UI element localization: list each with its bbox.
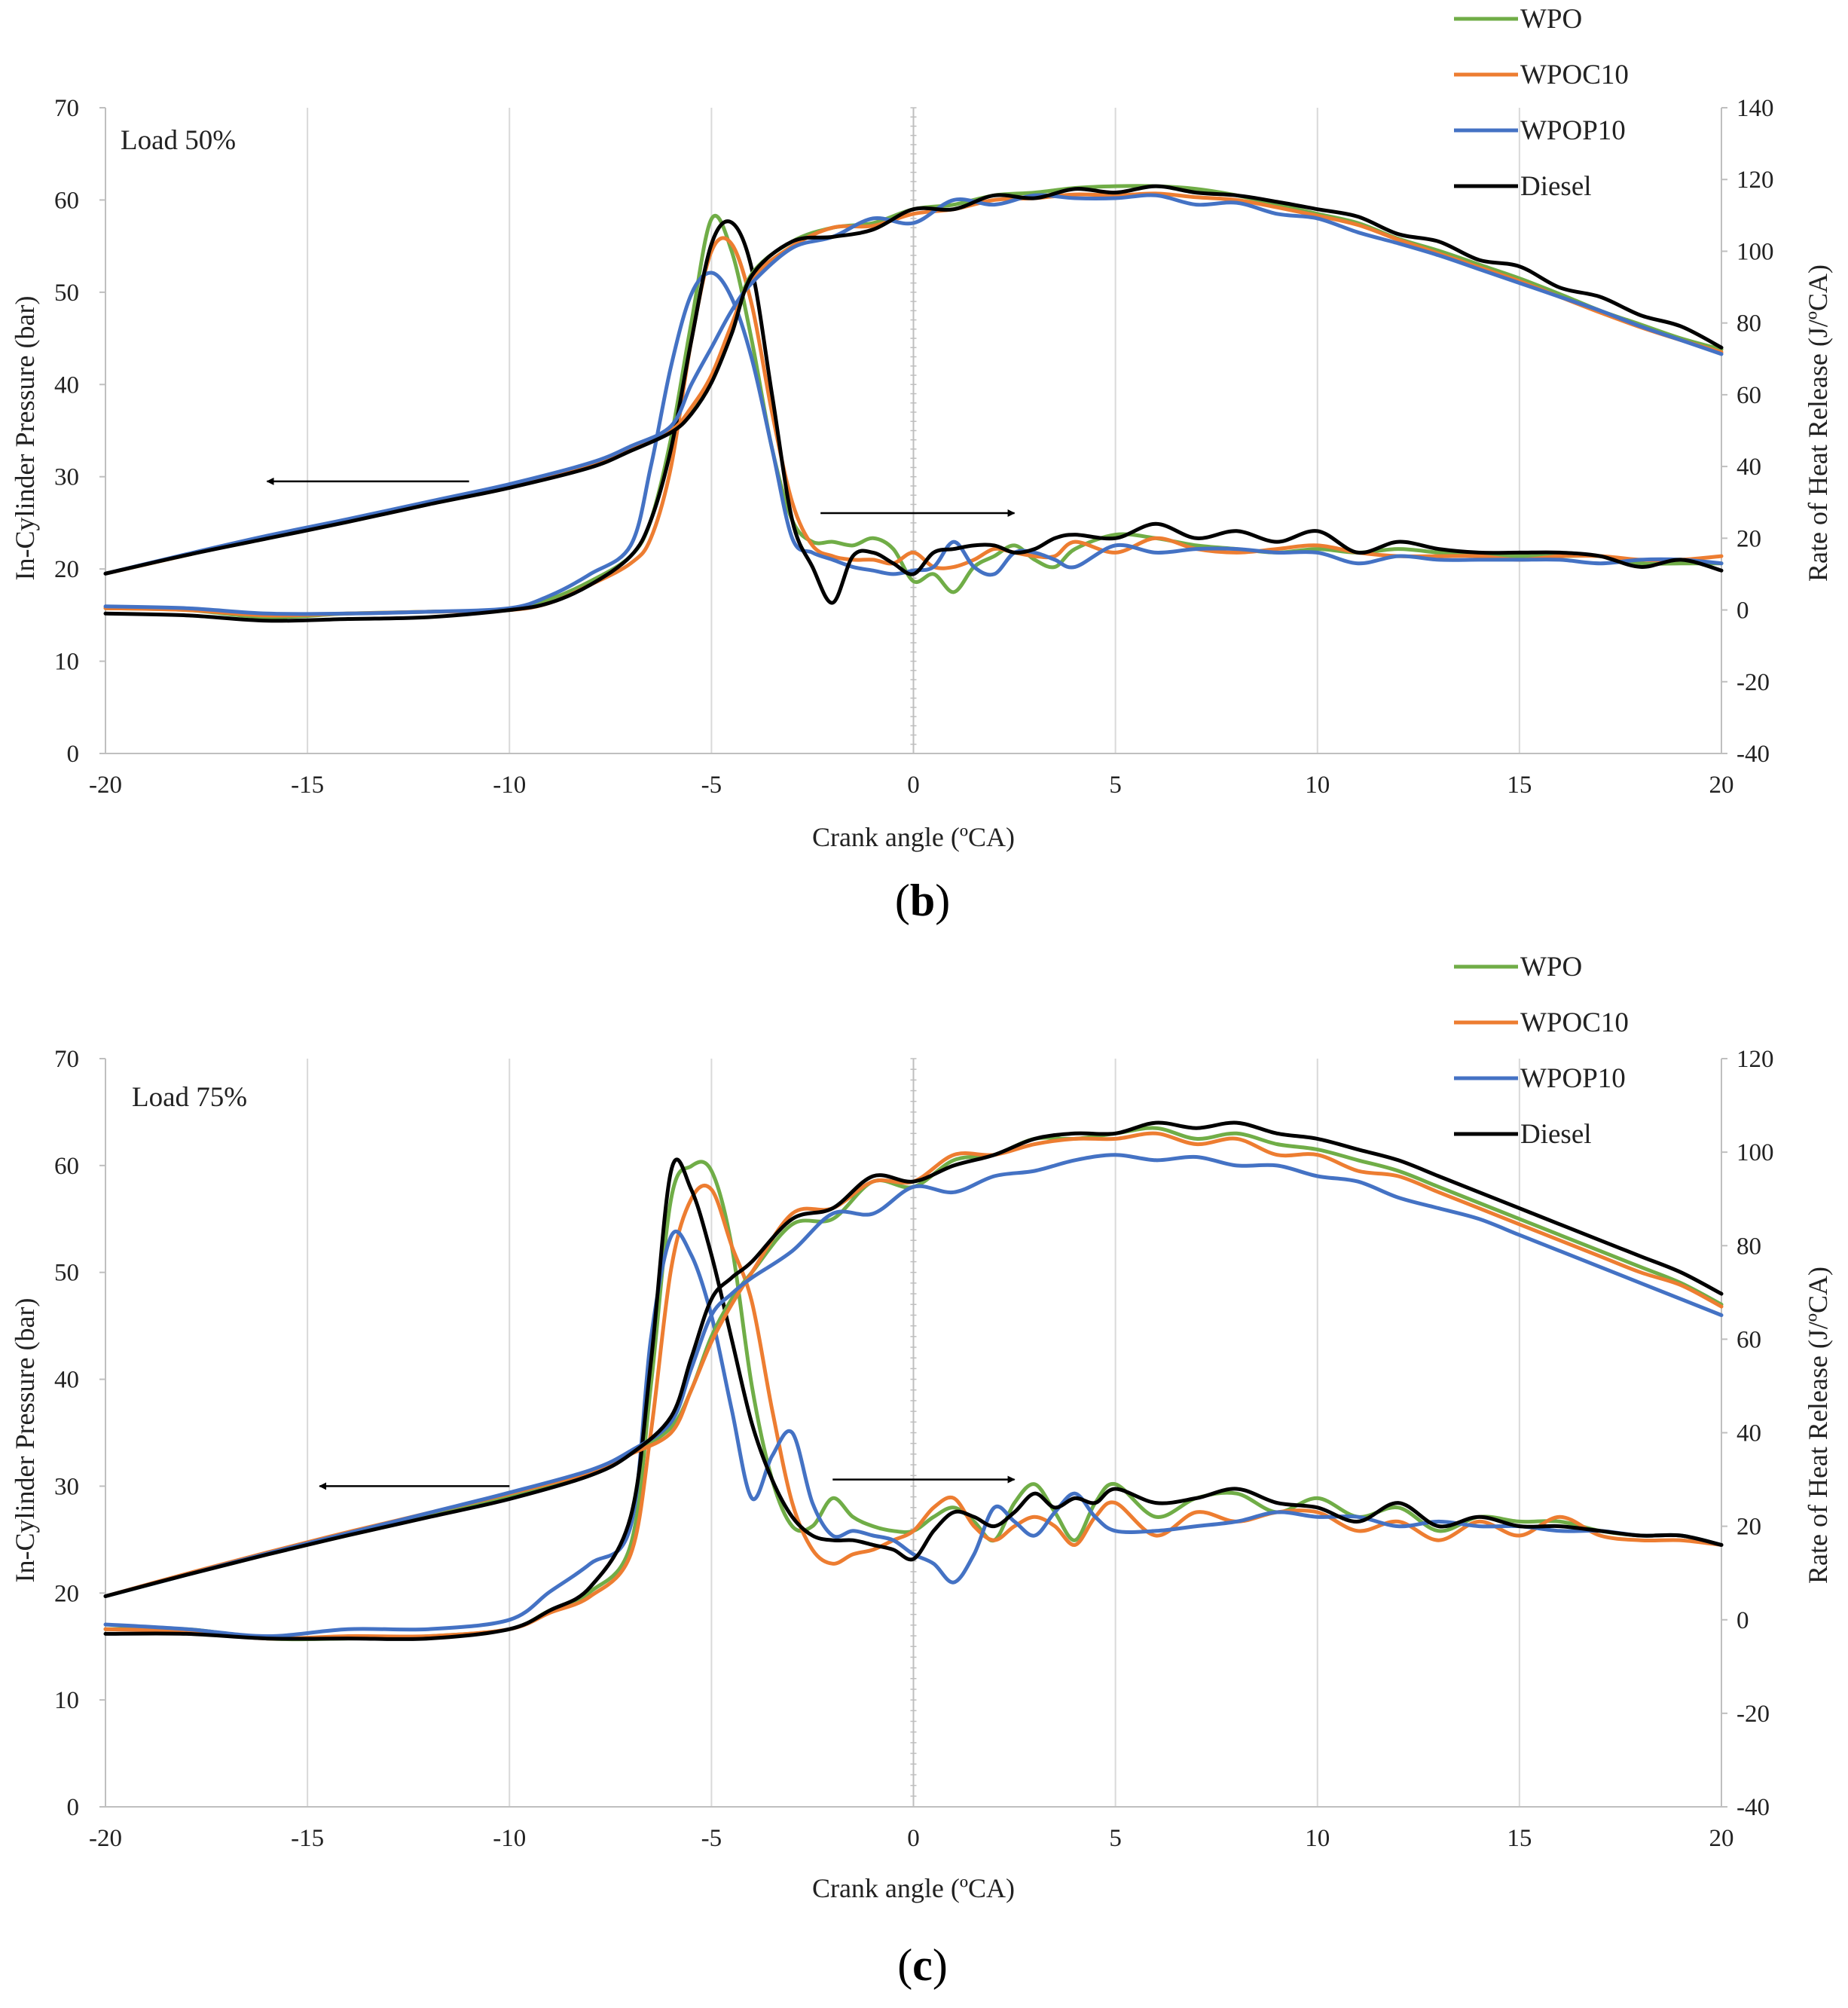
legend-label-diesel: Diesel [1520,171,1592,202]
y-right-tick-label: 120 [1737,167,1774,194]
legend-label-wpo: WPO [1520,4,1582,35]
y-right-tick-label: -20 [1737,669,1770,696]
x-tick-label: 20 [1709,1825,1734,1852]
hrr-line-diesel [103,219,1724,623]
y-left-tick-label: 50 [54,1260,79,1287]
y-right-tick-label: 60 [1737,1326,1761,1353]
panel-label: (c) [897,1940,948,1990]
y-right-tick-label: 20 [1737,525,1761,552]
y-left-tick-label: 50 [54,280,79,307]
panel-label-part: ( [895,876,910,925]
x-axis-title: Crank angle (ºCA) [812,822,1015,852]
y-left-tick-label: 40 [54,1367,79,1394]
legend-label-wpoc10: WPOC10 [1520,1007,1629,1038]
x-tick-label: -15 [291,772,324,799]
y-right-tick-label: 20 [1737,1514,1761,1541]
panel-label-part: ( [897,1940,912,1990]
y-left-tick-label: 60 [54,187,79,214]
load-annotation: Load 50% [121,125,236,156]
y-right-tick-label: -20 [1737,1701,1770,1728]
y-left-tick-label: 70 [54,1046,79,1073]
legend-label-wpop10: WPOP10 [1520,1063,1626,1094]
x-tick-label: 0 [907,772,920,799]
x-tick-label: -20 [89,772,122,799]
x-tick-label: 20 [1709,772,1734,799]
legend-label-wpo: WPO [1520,952,1582,983]
hrr-line-wpop10 [103,270,1724,616]
pressure-line-wpo [103,1126,1724,1598]
hrr-line-wpop10 [103,1229,1724,1638]
y-left-tick-label: 10 [54,649,79,676]
hrr-line-diesel [103,1157,1724,1641]
y-left-tick-label: 0 [67,741,80,768]
y-right-tick-label: 60 [1737,382,1761,409]
y-left-tick-label: 30 [54,464,79,491]
y-left-tick-label: 20 [54,556,79,583]
x-tick-label: 5 [1109,1825,1122,1852]
x-tick-label: -10 [493,1825,526,1852]
chart-b: -20 -15 -10 -5 0 5 10 15 20 0 10 20 30 40 50 60 70 -40 -20… [10,4,1833,925]
y-right-tick-label: 100 [1737,1139,1774,1166]
pressure-line-wpop10 [103,193,1724,576]
y-left-axis-title: In-Cylinder Pressure (bar) [10,1298,40,1583]
y-right-tick-label: -40 [1737,741,1770,768]
y-right-tick-label: 100 [1737,238,1774,265]
panel-label: (b) [895,876,950,925]
y-left-tick-label: 30 [54,1473,79,1500]
y-right-axis-title: Rate of Heat Release (J/ºCA) [1803,264,1833,582]
y-left-tick-label: 20 [54,1580,79,1607]
y-left-axis-title: In-Cylinder Pressure (bar) [10,296,40,581]
y-left-tick-label: 60 [54,1153,79,1180]
legend-label-wpop10: WPOP10 [1520,115,1626,146]
y-left-tick-label: 40 [54,371,79,399]
x-tick-label: -5 [701,772,722,799]
panel-label-part: c [912,1940,933,1990]
x-tick-label: 10 [1305,1825,1330,1852]
panel-label-part: b [910,876,935,925]
x-tick-label: -10 [493,772,526,799]
chart-c: -20 -15 -10 -5 0 5 10 15 20 0 10 20 30 40 50 60 70 -40 -20… [10,952,1833,1990]
x-tick-label: 15 [1507,1825,1532,1852]
x-tick-label: -15 [291,1825,324,1852]
x-tick-label: -20 [89,1825,122,1852]
x-tick-label: 15 [1507,772,1532,799]
load-annotation: Load 75% [132,1082,247,1113]
y-right-tick-label: 0 [1737,1607,1749,1634]
y-right-tick-label: 40 [1737,1420,1761,1447]
panel-label-part: ) [933,1940,948,1990]
y-left-tick-label: 10 [54,1687,79,1714]
y-right-tick-label: 80 [1737,1233,1761,1260]
y-left-tick-label: 70 [54,95,79,122]
y-right-tick-label: 120 [1737,1046,1774,1073]
y-right-tick-label: 80 [1737,310,1761,338]
pressure-line-wpop10 [103,1153,1724,1598]
pressure-line-diesel [103,184,1724,576]
y-right-tick-label: 0 [1737,598,1749,625]
y-right-tick-label: -40 [1737,1794,1770,1821]
x-tick-label: 0 [907,1825,920,1852]
x-tick-label: 10 [1305,772,1330,799]
legend-label-diesel: Diesel [1520,1119,1592,1150]
x-tick-label: -5 [701,1825,722,1852]
y-right-axis-title: Rate of Heat Release (J/ºCA) [1803,1267,1833,1584]
x-axis-title: Crank angle (ºCA) [812,1873,1015,1903]
pressure-line-diesel [103,1120,1724,1598]
panel-label-part: ) [935,876,950,925]
y-left-tick-label: 0 [67,1794,80,1821]
y-right-tick-label: 140 [1737,95,1774,122]
x-tick-label: 5 [1109,772,1122,799]
y-right-tick-label: 40 [1737,454,1761,481]
hrr-line-wpo [103,213,1724,619]
legend-label-wpoc10: WPOC10 [1520,60,1629,90]
